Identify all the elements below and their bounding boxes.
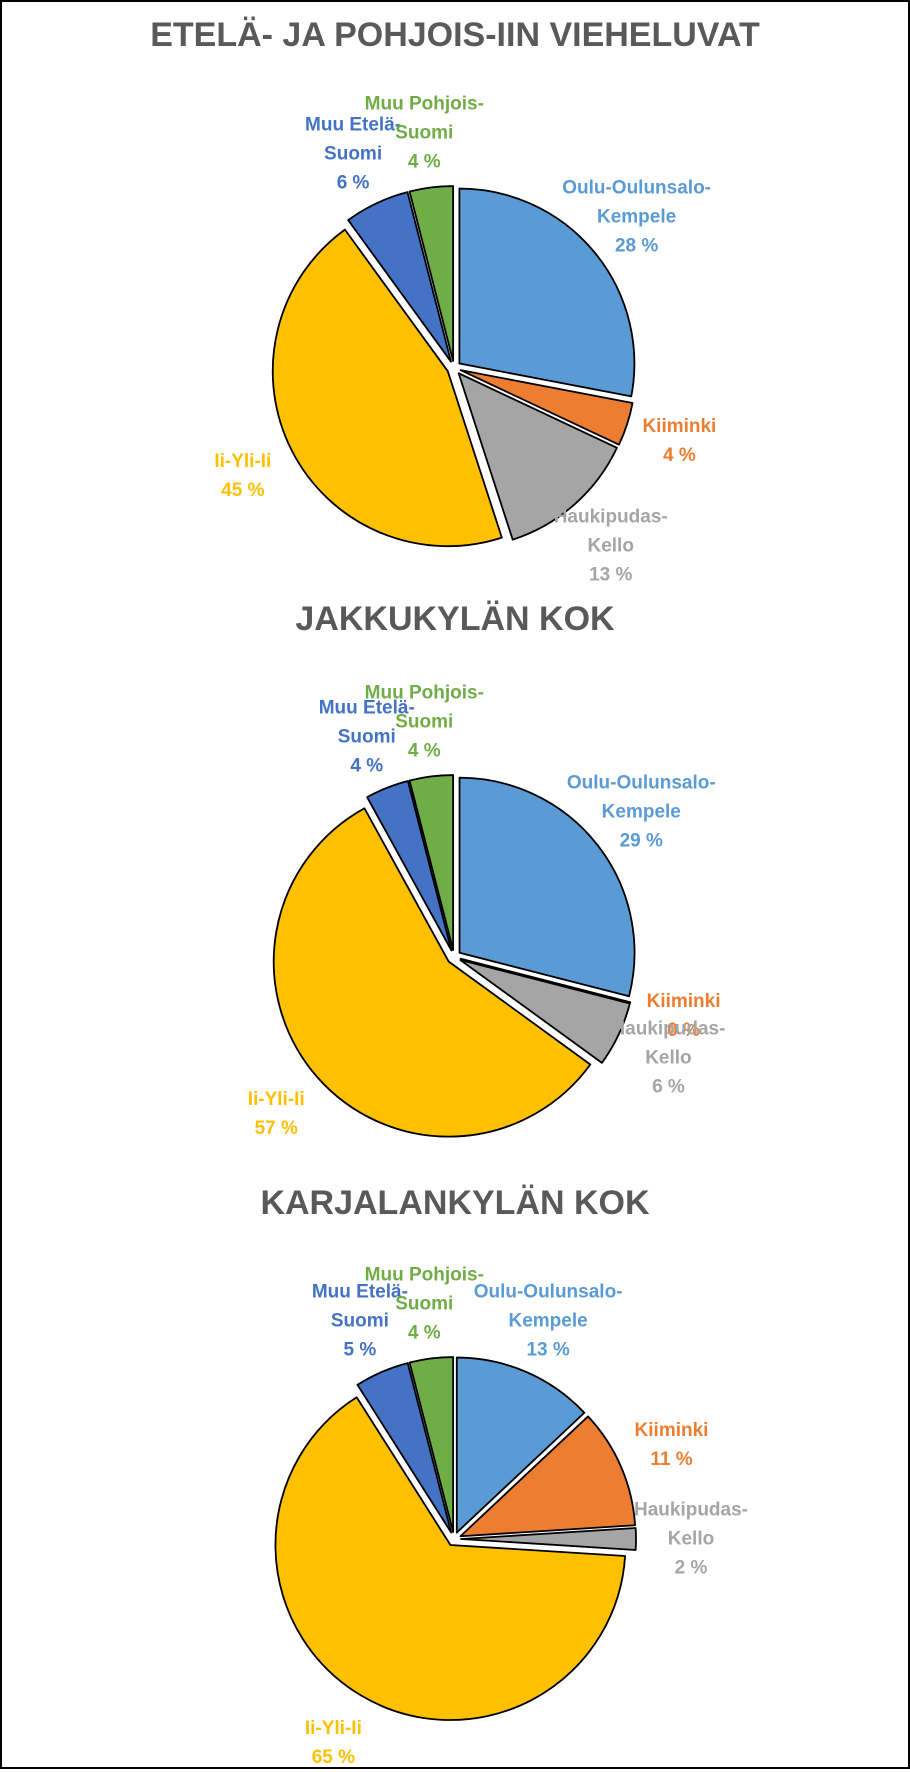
data-label: Oulu-Oulunsalo-Kempele 29 % [566, 768, 716, 855]
data-label: Ii-Yli-Ii 45 % [168, 447, 318, 505]
pie-slice [408, 185, 455, 362]
category-label: Muu Etelä-Suomi [311, 1281, 408, 1332]
data-label: Muu Pohjois-Suomi 4 % [349, 678, 499, 765]
pie-slice [459, 959, 631, 1064]
value-label: 29 % [619, 830, 663, 852]
data-label: Muu Etelä-Suomi 5 % [285, 1278, 435, 1365]
chart-title-text: JAKKUKYLÄN KOK [295, 600, 615, 638]
value-label: 0 % [667, 1019, 700, 1041]
pie-slice [458, 776, 636, 998]
pie-slice [459, 369, 634, 446]
pie-slice [455, 1356, 586, 1534]
category-label: Muu Etelä-Suomi [318, 697, 415, 748]
value-label: 2 % [674, 1557, 708, 1579]
data-label: Kiiminki 11 % [597, 1416, 747, 1474]
chart-title: JAKKUKYLÄN KOK [2, 600, 908, 639]
category-label: Ii-Yli-Ii [247, 1088, 305, 1110]
value-label: 4 % [407, 740, 441, 762]
value-label: 13 % [589, 564, 633, 586]
data-label: Muu Pohjois-Suomi 4 % [349, 1260, 499, 1347]
pie-slice [457, 372, 618, 541]
category-label: Oulu-Oulunsalo-Kempele [562, 177, 712, 228]
value-label: 45 % [221, 479, 265, 501]
pie-slice [408, 1356, 455, 1533]
data-label: Haukipudas-Kello 6 % [593, 1014, 743, 1101]
pie-slice [356, 1362, 453, 1534]
pie-slice [347, 191, 452, 363]
category-label: Haukipudas-Kello [633, 1499, 749, 1550]
pie-slice [272, 807, 592, 1138]
pie-slice [458, 187, 636, 398]
data-label: Muu Pohjois-Suomi 4 % [349, 89, 499, 176]
pie-slice [460, 1527, 637, 1551]
chart-title: KARJALANKYLÄN KOK [2, 1184, 908, 1223]
data-label: Ii-Yli-Ii 57 % [201, 1085, 351, 1143]
value-label: 6 % [652, 1076, 685, 1098]
category-label: Muu Pohjois-Suomi [364, 682, 484, 733]
category-label: Ii-Yli-Ii [304, 1717, 362, 1739]
value-label: 5 % [343, 1339, 377, 1361]
data-label: Ii-Yli-Ii 65 % [258, 1714, 408, 1772]
category-label: Kiiminki [642, 416, 717, 438]
data-label: Haukipudas-Kello 2 % [616, 1496, 766, 1583]
category-label: Muu Pohjois-Suomi [364, 1264, 484, 1315]
value-label: 4 % [407, 151, 441, 173]
data-label: Haukipudas-Kello 13 % [536, 502, 686, 589]
category-label: Kiiminki [646, 990, 721, 1012]
category-label: Muu Etelä-Suomi [305, 114, 402, 165]
category-label: Haukipudas-Kello [553, 506, 668, 557]
chart-title: ETELÄ- JA POHJOIS-IIN VIEHELUVAT [2, 16, 908, 55]
pie-slice [459, 957, 632, 1004]
value-label: 57 % [254, 1117, 298, 1139]
data-label: Kiiminki 4 % [604, 412, 754, 470]
pie-slice [408, 774, 455, 951]
data-label: Kiiminki 0 % [609, 987, 759, 1045]
category-label: Muu Pohjois-Suomi [364, 93, 484, 144]
pie-slice [459, 1415, 636, 1538]
pie-slice [271, 228, 503, 548]
pie-slice [366, 780, 453, 952]
value-label: 28 % [614, 235, 659, 257]
category-label: Haukipudas-Kello [611, 1018, 726, 1069]
value-label: 4 % [350, 755, 384, 777]
chart-title-text: KARJALANKYLÄN KOK [260, 1184, 650, 1222]
value-label: 6 % [336, 172, 370, 194]
chart-title-text: ETELÄ- JA POHJOIS-IIN VIEHELUVAT [150, 16, 760, 54]
category-label: Oulu-Oulunsalo-Kempele [473, 1281, 623, 1332]
pie-slice [274, 1396, 626, 1721]
value-label: 65 % [311, 1746, 355, 1768]
value-label: 4 % [407, 1322, 441, 1344]
data-label: Oulu-Oulunsalo-Kempele 28 % [562, 173, 712, 260]
data-label: Muu Etelä-Suomi 6 % [278, 110, 428, 197]
value-label: 11 % [650, 1448, 693, 1470]
category-label: Ii-Yli-Ii [214, 450, 272, 472]
category-label: Oulu-Oulunsalo-Kempele [566, 772, 716, 823]
data-label: Muu Etelä-Suomi 4 % [292, 693, 442, 780]
value-label: 13 % [526, 1339, 570, 1361]
category-label: Kiiminki [634, 1419, 709, 1441]
value-label: 4 % [663, 445, 696, 467]
data-label: Oulu-Oulunsalo-Kempele 13 % [473, 1278, 623, 1365]
